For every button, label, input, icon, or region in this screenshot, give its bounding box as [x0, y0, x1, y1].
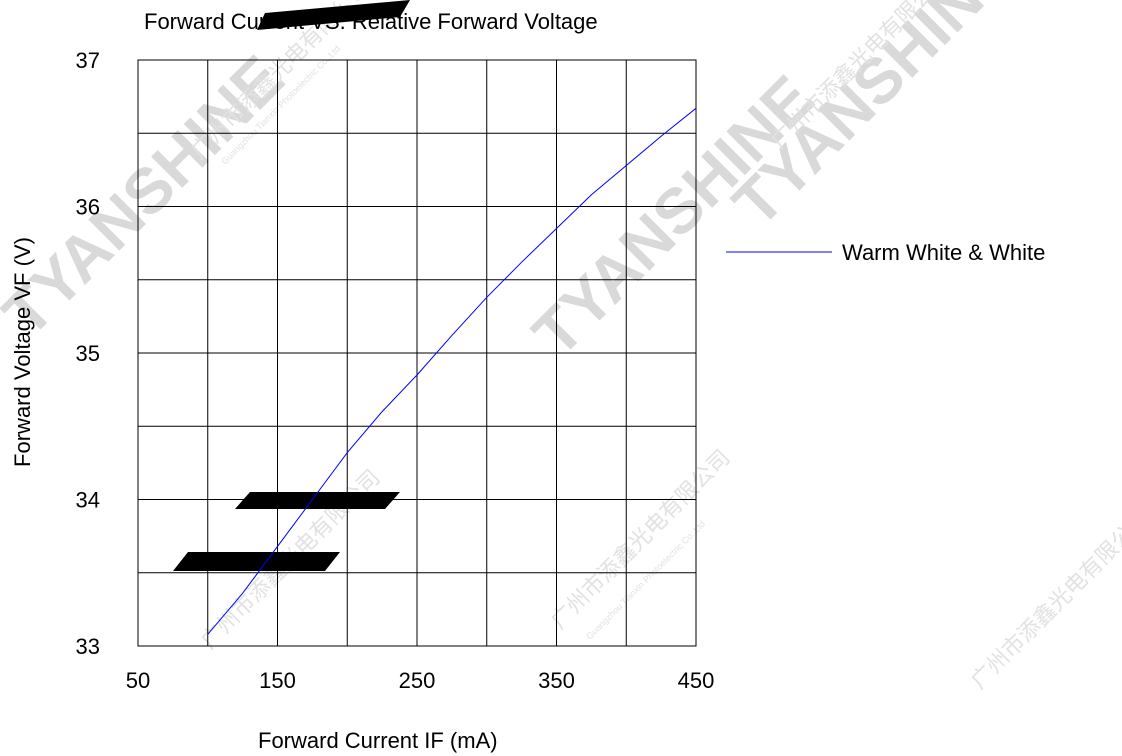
y-axis-label: Forward Voltage VF (V) — [10, 237, 35, 467]
grid-layer — [138, 60, 696, 646]
y-tick-label: 36 — [76, 195, 100, 220]
watermark-company-cn-4: 广州市添鑫光电有限公司 — [546, 445, 735, 634]
y-tick-label: 37 — [76, 48, 100, 73]
series-line-warm-white — [207, 107, 697, 635]
redaction-bar-lower — [173, 552, 340, 571]
legend-label-warm-white: Warm White & White — [842, 240, 1045, 265]
y-tick-label: 35 — [76, 341, 100, 366]
plot-frame — [137, 59, 697, 647]
x-tick-label: 350 — [538, 668, 575, 693]
redaction-bar-title — [257, 0, 410, 30]
y-tick-labels: 33 34 35 36 37 — [76, 48, 100, 659]
x-tick-label: 250 — [399, 668, 436, 693]
watermark-layer: TYANSHINE TYANSHINE TYANSHINE 广州市添鑫光电有限公… — [0, 0, 1122, 694]
x-tick-label: 450 — [678, 668, 715, 693]
legend: Warm White & White — [726, 240, 1045, 265]
x-tick-labels: 50 150 250 350 450 — [126, 668, 715, 693]
redaction-bar-upper — [235, 492, 400, 509]
y-tick-label: 33 — [76, 634, 100, 659]
x-axis-label: Forward Current IF (mA) — [258, 728, 498, 753]
x-tick-label: 150 — [259, 668, 296, 693]
x-tick-label: 50 — [126, 668, 150, 693]
watermark-company-cn-5: 广州市添鑫光电有限公司 — [966, 505, 1122, 694]
chart-title: Forward Current VS. Relative Forward Vol… — [144, 9, 598, 34]
series-layer — [207, 107, 697, 635]
y-tick-label: 34 — [76, 488, 100, 513]
